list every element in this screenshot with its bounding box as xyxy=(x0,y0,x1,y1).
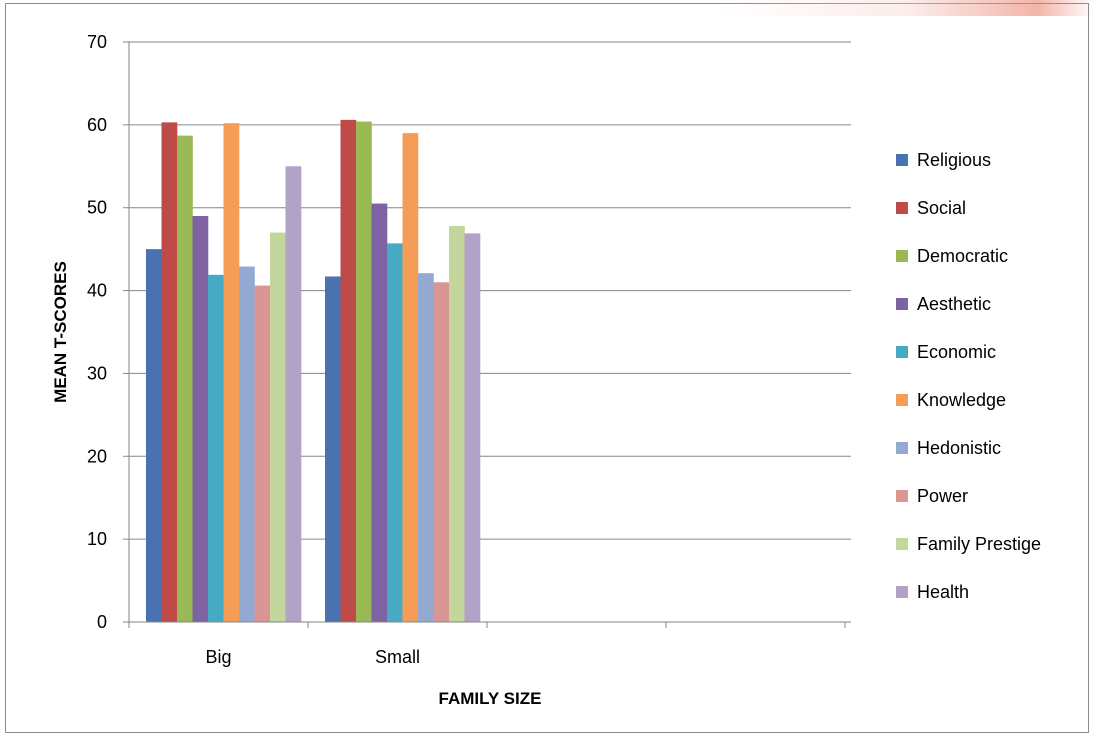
y-tick-label: 10 xyxy=(87,529,107,549)
legend-label: Power xyxy=(917,486,968,506)
bar-economic-big xyxy=(208,274,224,622)
y-tick-label: 60 xyxy=(87,115,107,135)
y-axis-ticks: 0 10 20 30 40 50 60 70 xyxy=(87,32,129,632)
legend-label: Health xyxy=(917,582,969,602)
bar-hedonistic-small xyxy=(418,273,434,622)
y-axis-title: MEAN T-SCORES xyxy=(51,261,70,403)
legend-label: Social xyxy=(917,198,966,218)
bar-health-small xyxy=(464,233,481,622)
bar-aesthetic-small xyxy=(371,203,388,623)
legend-swatch xyxy=(896,202,908,214)
bar-social-small xyxy=(340,119,357,622)
legend-label: Hedonistic xyxy=(917,438,1001,458)
bar-aesthetic-big xyxy=(192,216,209,622)
legend-label: Democratic xyxy=(917,246,1008,266)
legend-swatch xyxy=(896,250,908,262)
bar-social-big xyxy=(161,122,178,622)
x-axis-ticks: Big Small xyxy=(128,622,846,667)
bar-knowledge-small xyxy=(402,133,419,622)
legend-label: Aesthetic xyxy=(917,294,991,314)
bar-series xyxy=(146,119,481,623)
x-tick-label: Big xyxy=(205,647,231,667)
legend-swatch xyxy=(896,394,908,406)
y-tick-label: 30 xyxy=(87,363,107,383)
bar-family-prestige-big xyxy=(270,232,286,623)
bar-power-big xyxy=(254,285,271,622)
bar-religious-small xyxy=(325,276,341,622)
legend-label: Economic xyxy=(917,342,996,362)
y-tick-label: 0 xyxy=(97,612,107,632)
y-tick-label: 50 xyxy=(87,198,107,218)
bar-democratic-small xyxy=(356,121,372,623)
legend-swatch xyxy=(896,490,908,502)
legend-label: Religious xyxy=(917,150,991,170)
background-decoration xyxy=(720,0,1094,16)
legend-label: Knowledge xyxy=(917,390,1006,410)
bar-economic-small xyxy=(387,243,403,623)
legend-swatch xyxy=(896,154,908,166)
y-tick-label: 20 xyxy=(87,446,107,466)
y-tick-label: 70 xyxy=(87,32,107,52)
legend-swatch xyxy=(896,586,908,598)
bar-health-big xyxy=(285,166,302,623)
legend-swatch xyxy=(896,298,908,310)
bar-power-small xyxy=(433,282,450,622)
legend-swatch xyxy=(896,346,908,358)
legend: Religious Social Democratic Aesthetic Econom… xyxy=(896,150,1041,602)
x-tick-label: Small xyxy=(375,647,420,667)
y-tick-label: 40 xyxy=(87,281,107,301)
bar-religious-big xyxy=(146,249,162,622)
legend-swatch xyxy=(896,538,908,550)
bar-hedonistic-big xyxy=(239,266,255,622)
bar-democratic-big xyxy=(177,135,193,622)
bar-knowledge-big xyxy=(223,123,240,622)
legend-swatch xyxy=(896,442,908,454)
bar-family-prestige-small xyxy=(449,225,465,622)
legend-label: Family Prestige xyxy=(917,534,1041,554)
x-axis-title: FAMILY SIZE xyxy=(439,689,542,708)
